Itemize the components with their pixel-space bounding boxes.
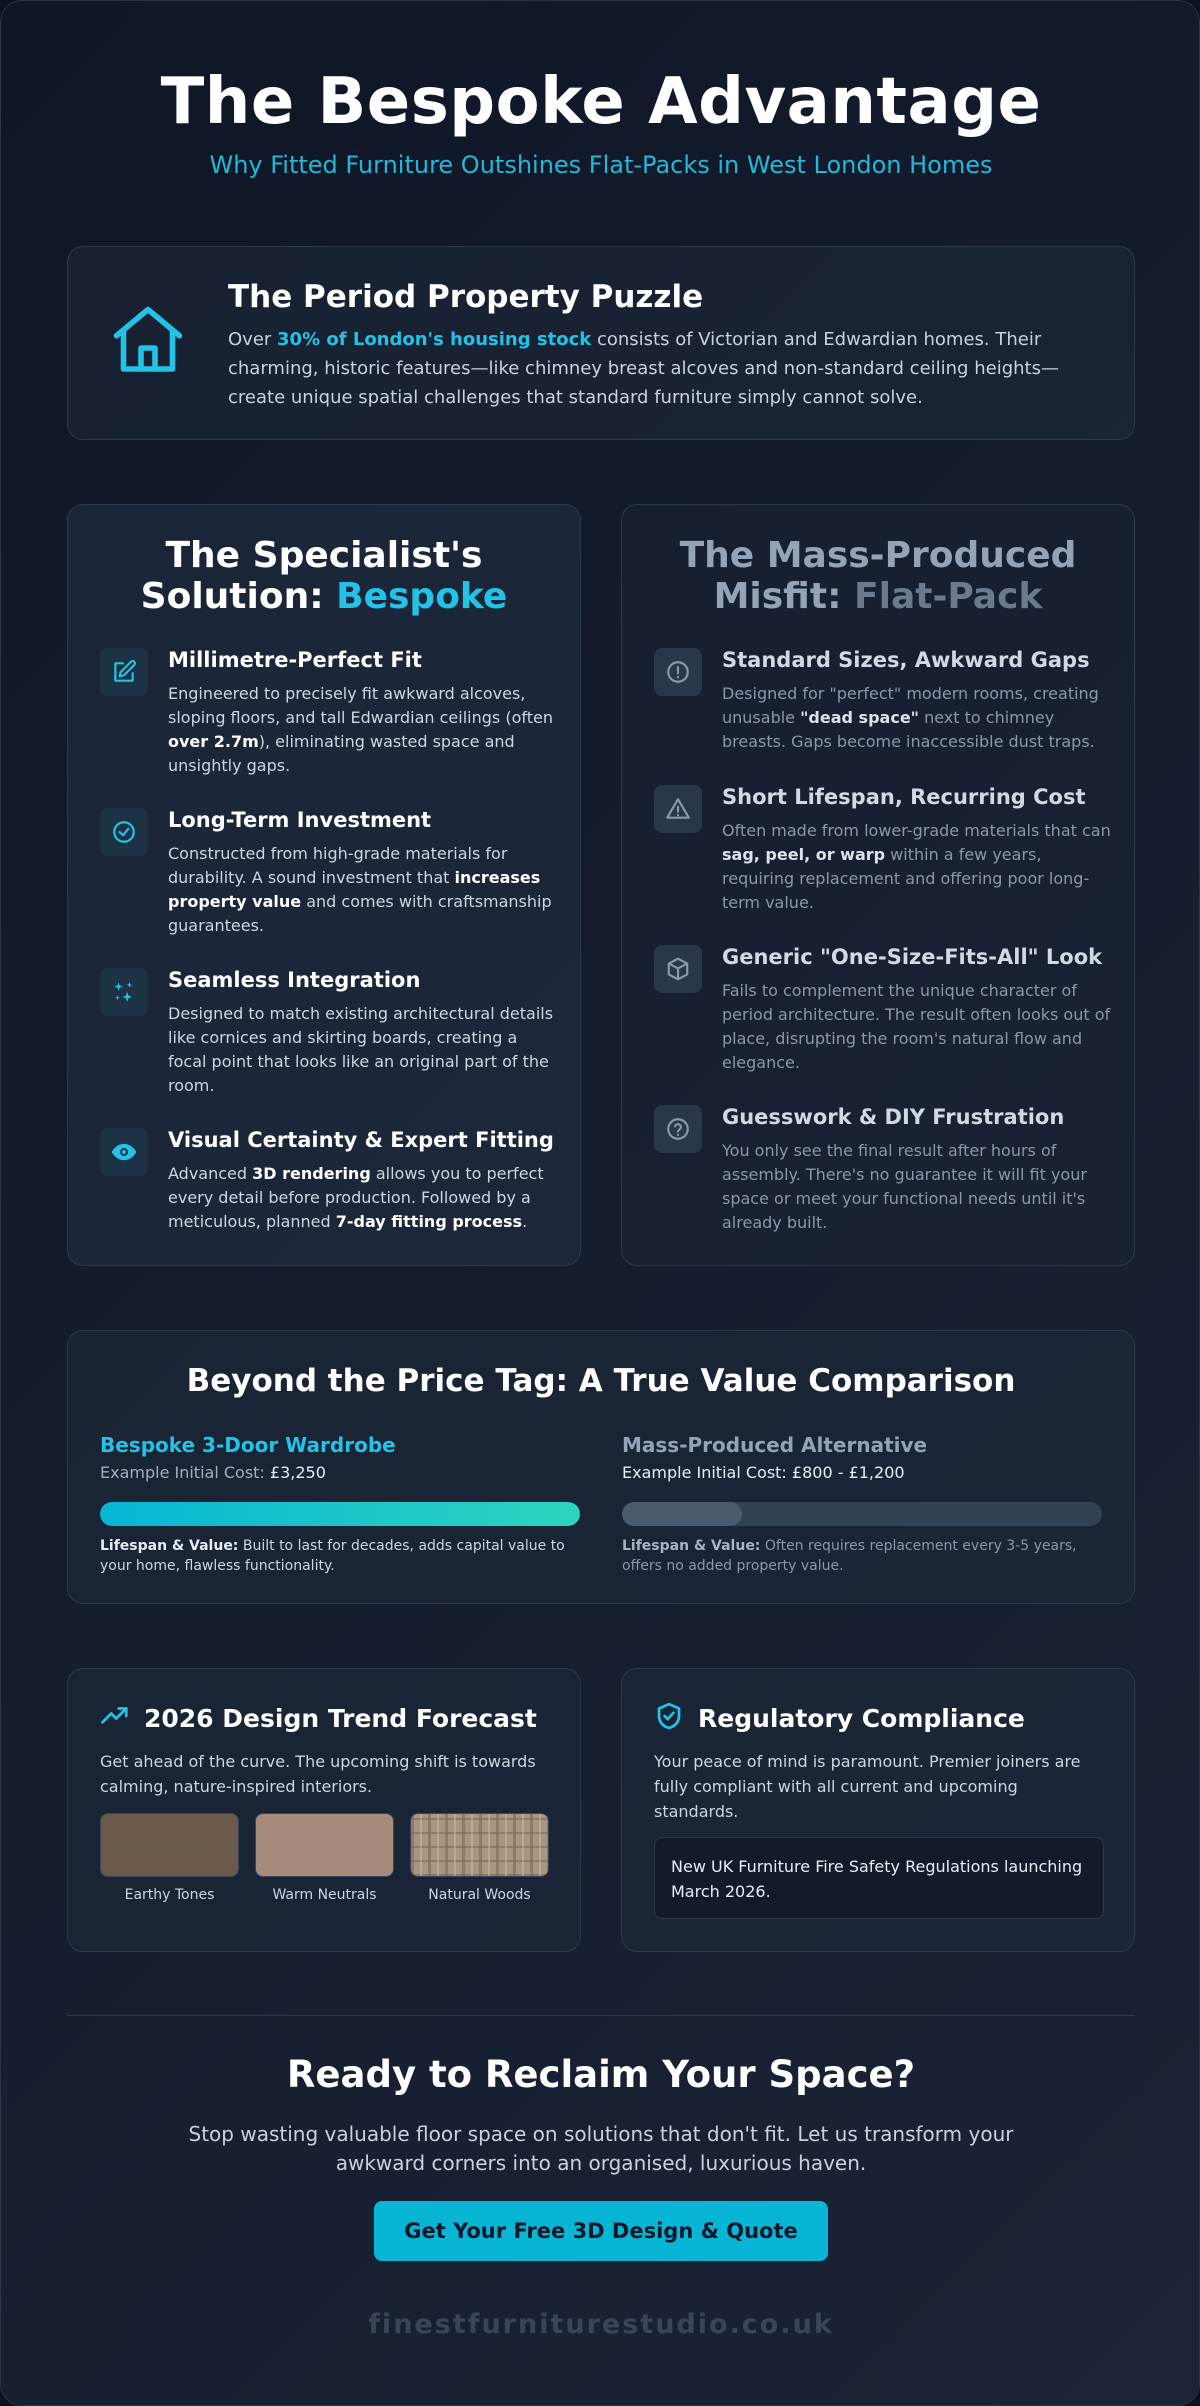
footer-domain: finestfurniturestudio.co.uk [368,2309,834,2340]
divider [67,2015,1135,2016]
warning-triangle-icon [654,785,702,833]
regulatory-title: Regulatory Compliance [698,1703,1025,1733]
value-comparison-card: Beyond the Price Tag: A True Value Compa… [67,1330,1135,1604]
swatch-earthy-box [100,1813,239,1877]
value-title: Beyond the Price Tag: A True Value Compa… [186,1363,1016,1399]
bespoke-title: The Specialist's Solution: Bespoke [140,535,508,617]
regulation-notice: New UK Furniture Fire Safety Regulations… [654,1837,1104,1919]
flatpack-value: Mass-Produced Alternative Example Initia… [622,1433,1102,1576]
bespoke-value: Bespoke 3-Door Wardrobe Example Initial … [100,1433,580,1576]
box-icon [654,945,702,993]
bespoke-column: The Specialist's Solution: Bespoke Millim… [67,504,581,1266]
cta-section: Ready to Reclaim Your Space? Stop wastin… [1,2053,1199,2178]
flatpack-title: The Mass-Produced Misfit: Flat-Pack [679,535,1077,617]
shield-check-icon [654,1701,684,1735]
period-property-card: The Period Property Puzzle Over 30% of L… [67,246,1135,440]
check-circle-icon [100,808,148,856]
trend-title: 2026 Design Trend Forecast [144,1703,537,1733]
page-subtitle: Why Fitted Furniture Outshines Flat-Pack… [209,151,993,179]
swatch-neutrals: Warm Neutrals [255,1813,394,1903]
help-circle-icon [654,1105,702,1153]
regulatory-card: Regulatory Compliance Your peace of mind… [621,1668,1135,1952]
swatch-neutrals-box [255,1813,394,1877]
flatpack-value-name: Mass-Produced Alternative [622,1433,928,1457]
bespoke-cost: £3,250 [269,1463,326,1482]
trend-desc: Get ahead of the curve. The upcoming shi… [100,1752,536,1796]
puzzle-text: Over 30% of London's housing stock consi… [228,329,1059,408]
cta-title: Ready to Reclaim Your Space? [286,2053,916,2096]
free-quote-button[interactable]: Get Your Free 3D Design & Quote [374,2201,828,2261]
swatch-woods-box [410,1813,549,1877]
regulatory-desc: Your peace of mind is paramount. Premier… [654,1752,1081,1821]
bespoke-value-bar-fill [100,1502,580,1526]
swatch-list: Earthy Tones Warm Neutrals Natural Woods [100,1813,549,1903]
bespoke-value-name: Bespoke 3-Door Wardrobe [100,1433,396,1457]
house-icon [106,299,190,383]
cta-text: Stop wasting valuable floor space on sol… [188,2122,1014,2175]
puzzle-highlight: 30% of London's housing stock [277,329,592,350]
alert-circle-icon [654,648,702,696]
swatch-earthy: Earthy Tones [100,1813,239,1903]
sparkles-icon [100,968,148,1016]
swatch-woods: Natural Woods [410,1813,549,1903]
bespoke-value-bar [100,1502,580,1526]
edit-icon [100,648,148,696]
eye-icon [100,1128,148,1176]
trending-up-icon [100,1701,130,1735]
flatpack-column: The Mass-Produced Misfit: Flat-Pack Stand… [621,504,1135,1266]
puzzle-title: The Period Property Puzzle [228,279,704,315]
flatpack-cost: £800 - £1,200 [791,1463,905,1482]
trend-forecast-card: 2026 Design Trend Forecast Get ahead of … [67,1668,581,1952]
flatpack-value-bar [622,1502,1102,1526]
header: The Bespoke Advantage Why Fitted Furnitu… [1,65,1199,179]
flatpack-value-bar-fill [622,1502,742,1526]
page-title: The Bespoke Advantage [160,65,1042,139]
